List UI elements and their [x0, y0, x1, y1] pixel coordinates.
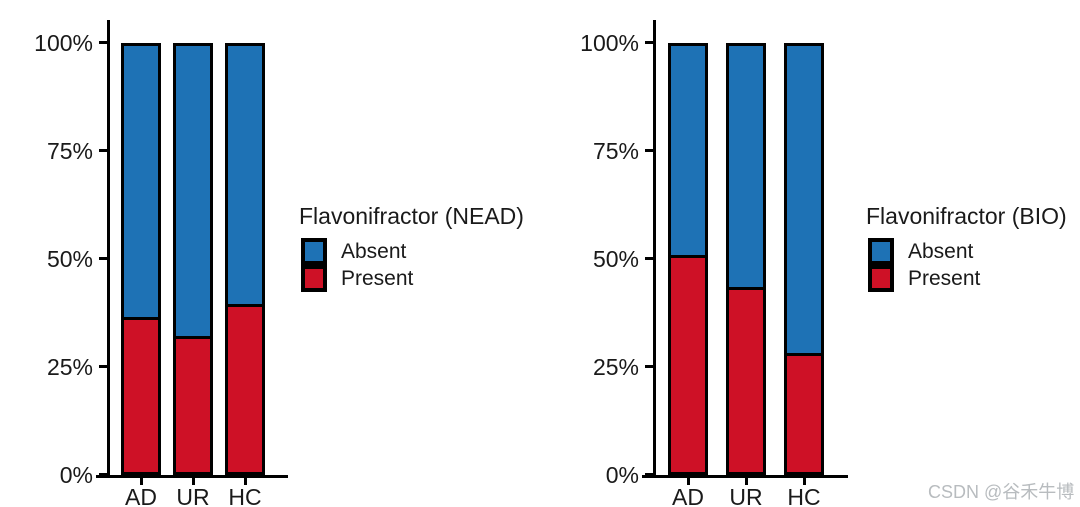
- legend-label-present: Present: [908, 267, 981, 290]
- x-axis-line: [96, 475, 288, 478]
- y-tick: [645, 257, 653, 260]
- y-tick: [99, 257, 107, 260]
- bar-segment-absent: [176, 46, 210, 336]
- bar-segment-absent: [228, 46, 262, 304]
- y-tick-label-25: 25%: [592, 354, 639, 380]
- x-tick: [244, 478, 247, 485]
- bar-segment-present: [671, 254, 705, 472]
- legend-label-absent: Absent: [908, 240, 974, 263]
- legend-swatch-present: [301, 265, 327, 292]
- bar-segment-absent: [787, 46, 821, 353]
- bar-ad: [668, 43, 708, 475]
- y-tick: [99, 365, 107, 368]
- y-tick: [645, 365, 653, 368]
- legend-swatch-absent: [868, 238, 894, 265]
- bar-ad: [121, 43, 161, 475]
- x-axis-label-ad: AD: [672, 484, 704, 507]
- x-axis-line: [642, 475, 848, 478]
- y-tick-label-100: 100%: [580, 30, 639, 56]
- y-tick-label-75: 75%: [592, 138, 639, 164]
- bar-segment-present: [729, 286, 763, 472]
- plot-area-bio: 100% 75% 50% 25% 0% AD UR HC: [580, 20, 848, 507]
- y-tick: [99, 473, 107, 476]
- y-tick: [645, 473, 653, 476]
- bar-segment-absent: [124, 46, 158, 317]
- bar-hc: [784, 43, 824, 475]
- bar-segment-absent: [729, 46, 763, 287]
- x-tick: [803, 478, 806, 485]
- y-tick-label-100: 100%: [34, 30, 93, 56]
- bar-segment-present: [124, 316, 158, 472]
- x-axis-label-ur: UR: [176, 484, 210, 507]
- y-tick-label-0: 0%: [59, 462, 93, 488]
- y-axis-line: [107, 20, 110, 478]
- x-tick: [745, 478, 748, 485]
- legend-swatch-present: [868, 265, 894, 292]
- bar-ur: [173, 43, 213, 475]
- y-tick-label-0: 0%: [605, 462, 639, 488]
- legend-swatch-absent: [301, 238, 327, 265]
- legend-nead: Flavonifractor (NEAD) Absent Present: [299, 202, 524, 292]
- y-tick: [99, 41, 107, 44]
- x-axis-label-ad: AD: [125, 484, 157, 507]
- y-tick-label-50: 50%: [592, 246, 639, 272]
- bar-segment-present: [176, 335, 210, 472]
- legend-label-absent: Absent: [341, 240, 407, 263]
- y-tick: [99, 149, 107, 152]
- x-axis-label-hc: HC: [787, 484, 821, 507]
- bar-segment-absent: [671, 46, 705, 255]
- plot-area-nead: 100% 75% 50% 25% 0% AD UR HC: [34, 20, 288, 507]
- y-tick-label-50: 50%: [46, 246, 93, 272]
- y-axis-line: [653, 20, 656, 478]
- bar-hc: [225, 43, 265, 475]
- bar-segment-present: [787, 352, 821, 472]
- bar-ur: [726, 43, 766, 475]
- y-tick: [645, 149, 653, 152]
- legend-title: Flavonifractor (BIO): [866, 203, 1067, 229]
- x-axis-label-hc: HC: [228, 484, 262, 507]
- x-tick: [192, 478, 195, 485]
- x-tick: [687, 478, 690, 485]
- y-tick: [645, 41, 653, 44]
- y-tick-label-75: 75%: [46, 138, 93, 164]
- legend-bio: Flavonifractor (BIO) Absent Present: [866, 202, 1067, 292]
- legend-label-present: Present: [341, 267, 414, 290]
- watermark: CSDN @谷禾牛博: [928, 482, 1075, 502]
- y-tick-label-25: 25%: [46, 354, 93, 380]
- bar-segment-present: [228, 303, 262, 472]
- legend-title: Flavonifractor (NEAD): [299, 203, 524, 229]
- x-axis-label-ur: UR: [729, 484, 763, 507]
- x-tick: [140, 478, 143, 485]
